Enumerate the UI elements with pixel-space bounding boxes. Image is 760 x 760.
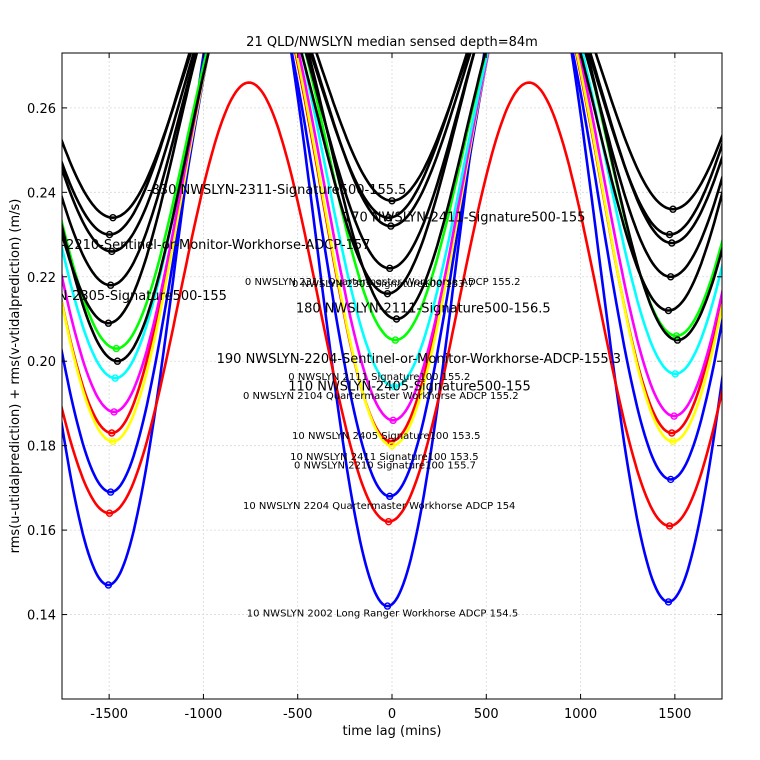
series-line: [62, 53, 722, 325]
x-tick-label: 500: [474, 707, 499, 722]
annotation-label: 0 NWSLYN 2311 Quartermaster Workhorse AD…: [245, 277, 521, 288]
series-minimum-marker: [111, 374, 119, 382]
series-minimum-marker: [673, 336, 682, 344]
series-minimum-marker: [104, 319, 113, 327]
series-minimum-marker: [109, 437, 117, 446]
series-minimum-marker: [105, 509, 114, 517]
series-minimum-marker: [109, 213, 117, 222]
annotation-label: 0 NWSLYN 2305 Signature100 153.7: [292, 279, 474, 290]
annotation-label: 170 NWSLYN-2411-Signature500-155: [343, 211, 585, 226]
annotation-label: 0 NWSLYN 2210 Signature100 155.7: [294, 461, 476, 472]
y-tick-label: 0.22: [27, 271, 56, 286]
y-tick-label: 0.16: [27, 524, 56, 539]
series-minimum-marker: [106, 488, 115, 496]
series-minimum-marker: [391, 336, 400, 344]
y-tick-label: 0.18: [27, 440, 56, 455]
series-line: [62, 53, 722, 608]
series-minimum-marker: [110, 408, 118, 416]
annotation-label: -1370 NWSLYN-2305-Signature500-155: [0, 289, 227, 304]
annotation-label: 10 NWSLYN 2204 Quartermaster Workhorse A…: [243, 501, 515, 512]
series-line: [62, 53, 722, 388]
series-minimum-marker: [670, 412, 678, 420]
series-minimum-marker: [664, 306, 673, 315]
series-minimum-marker: [383, 602, 392, 610]
series-minimum-marker: [390, 382, 398, 391]
chart-title: 21 QLD/NWSLYN median sensed depth=84m: [246, 35, 538, 50]
y-tick-label: 0.24: [27, 186, 56, 201]
y-tick-label: 0.26: [27, 102, 56, 117]
annotation-label: 180 NWSLYN-2111-Signature500-156.5: [296, 301, 551, 316]
series-minimum-marker: [108, 429, 116, 437]
annotation-label: -830 NWSLYN-2311-Signature500-155.5: [147, 183, 407, 198]
series-minimum-marker: [105, 230, 114, 239]
series-line: [62, 53, 722, 287]
x-tick-label: -1000: [185, 707, 223, 722]
y-axis-label: rms(u-utidalprediction) + rms(v-vtidalpr…: [8, 199, 23, 554]
series-minimum-marker: [389, 416, 397, 425]
series-minimum-marker: [384, 517, 393, 526]
series-minimum-marker: [392, 315, 401, 323]
annotation-label: 190 NWSLYN-2204-Sentinel-or-Monitor-Work…: [217, 352, 621, 367]
series-minimum-marker: [388, 197, 396, 205]
series-minimum-marker: [388, 441, 396, 450]
series-minimum-marker: [669, 205, 677, 213]
series-minimum-marker: [664, 598, 673, 606]
minimum-markers: [104, 197, 682, 610]
annotation-label: 10 NWSLYN 2411 Signature100 153.5: [290, 452, 478, 463]
annotation-label: SLYN-2210-Sentinel-or-Monitor-Workhorse-…: [30, 238, 370, 253]
annotation-label: 0 NWSLYN 2111 Signature100 155.2: [288, 372, 470, 383]
series-minimum-marker: [668, 239, 676, 247]
series-minimum-marker: [387, 222, 395, 230]
series-minimum-marker: [667, 273, 675, 281]
axis-ticks: -1500 -1000 -500 0 500 1000 1500 0.14 0.16 0.18 0.…: [27, 53, 722, 722]
series-minimum-marker: [669, 437, 677, 446]
series-line: [62, 53, 722, 422]
series-line: [62, 53, 722, 220]
x-tick-label: 0: [388, 707, 396, 722]
series-minimum-marker: [667, 475, 675, 484]
series-minimum-marker: [665, 522, 674, 530]
series-minimum-marker: [384, 213, 393, 222]
y-tick-label: 0.14: [27, 609, 56, 624]
series-minimum-marker: [112, 344, 121, 353]
series-minimum-marker: [104, 581, 113, 589]
series-minimum-marker: [668, 429, 676, 437]
series-line: [62, 53, 722, 498]
annotations: -830 NWSLYN-2311-Signature500-155.5 170 N…: [0, 183, 621, 619]
x-tick-label: 1000: [564, 707, 597, 722]
x-axis-label: time lag (mins): [343, 724, 442, 739]
series-line: [62, 53, 722, 448]
annotation-label: 110 NWSLYN-2405-Signature500-155: [288, 380, 530, 395]
series-minimum-marker: [665, 230, 674, 239]
annotation-label: 10 NWSLYN 2002 Long Ranger Workhorse ADC…: [247, 608, 518, 619]
series-minimum-marker: [108, 247, 116, 256]
x-tick-label: -1500: [90, 707, 128, 722]
y-tick-label: 0.20: [27, 355, 56, 370]
series-minimum-marker: [106, 281, 115, 289]
series-minimum-marker: [672, 332, 681, 340]
x-tick-label: -500: [283, 707, 313, 722]
x-tick-label: 1500: [658, 707, 691, 722]
series-minimum-marker: [383, 289, 392, 298]
annotation-label: 10 NWSLYN 2405 Signature100 153.5: [292, 431, 480, 442]
series-minimum-marker: [387, 437, 395, 446]
annotation-label: 0 NWSLYN 2104 Quartermaster Workhorse AD…: [243, 391, 519, 402]
series-minimum-marker: [386, 492, 394, 501]
series-line: [62, 53, 722, 253]
series-minimum-marker: [671, 370, 679, 378]
series-minimum-marker: [386, 264, 394, 273]
series-minimum-marker: [113, 357, 122, 365]
